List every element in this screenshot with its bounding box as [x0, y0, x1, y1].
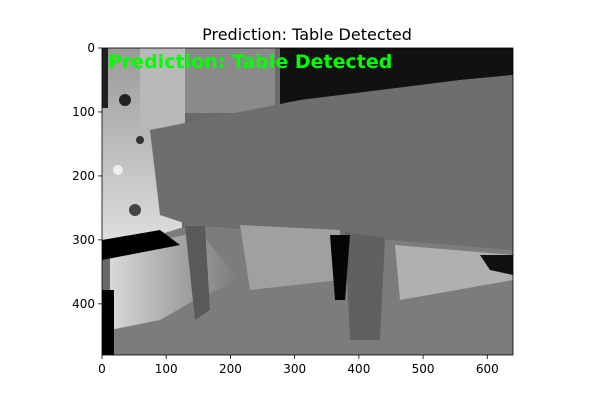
x-tick-label: 200 — [219, 362, 242, 376]
x-tick-label: 300 — [283, 362, 306, 376]
x-tick-label: 600 — [476, 362, 499, 376]
y-tick-label: 0 — [87, 41, 95, 55]
x-tick-label: 100 — [155, 362, 178, 376]
x-tick-label: 400 — [347, 362, 370, 376]
x-tick-label: 0 — [98, 362, 106, 376]
axes-frame — [101, 47, 514, 356]
y-tick-label: 400 — [72, 297, 95, 311]
y-tick-label: 300 — [72, 233, 95, 247]
x-tick-label: 500 — [412, 362, 435, 376]
y-tick-label: 100 — [72, 105, 95, 119]
depth-image — [102, 48, 513, 355]
annotation: Prediction: Table Detected — [108, 51, 392, 73]
y-tick-label: 200 — [72, 169, 95, 183]
chart-title: Prediction: Table Detected — [202, 25, 412, 44]
